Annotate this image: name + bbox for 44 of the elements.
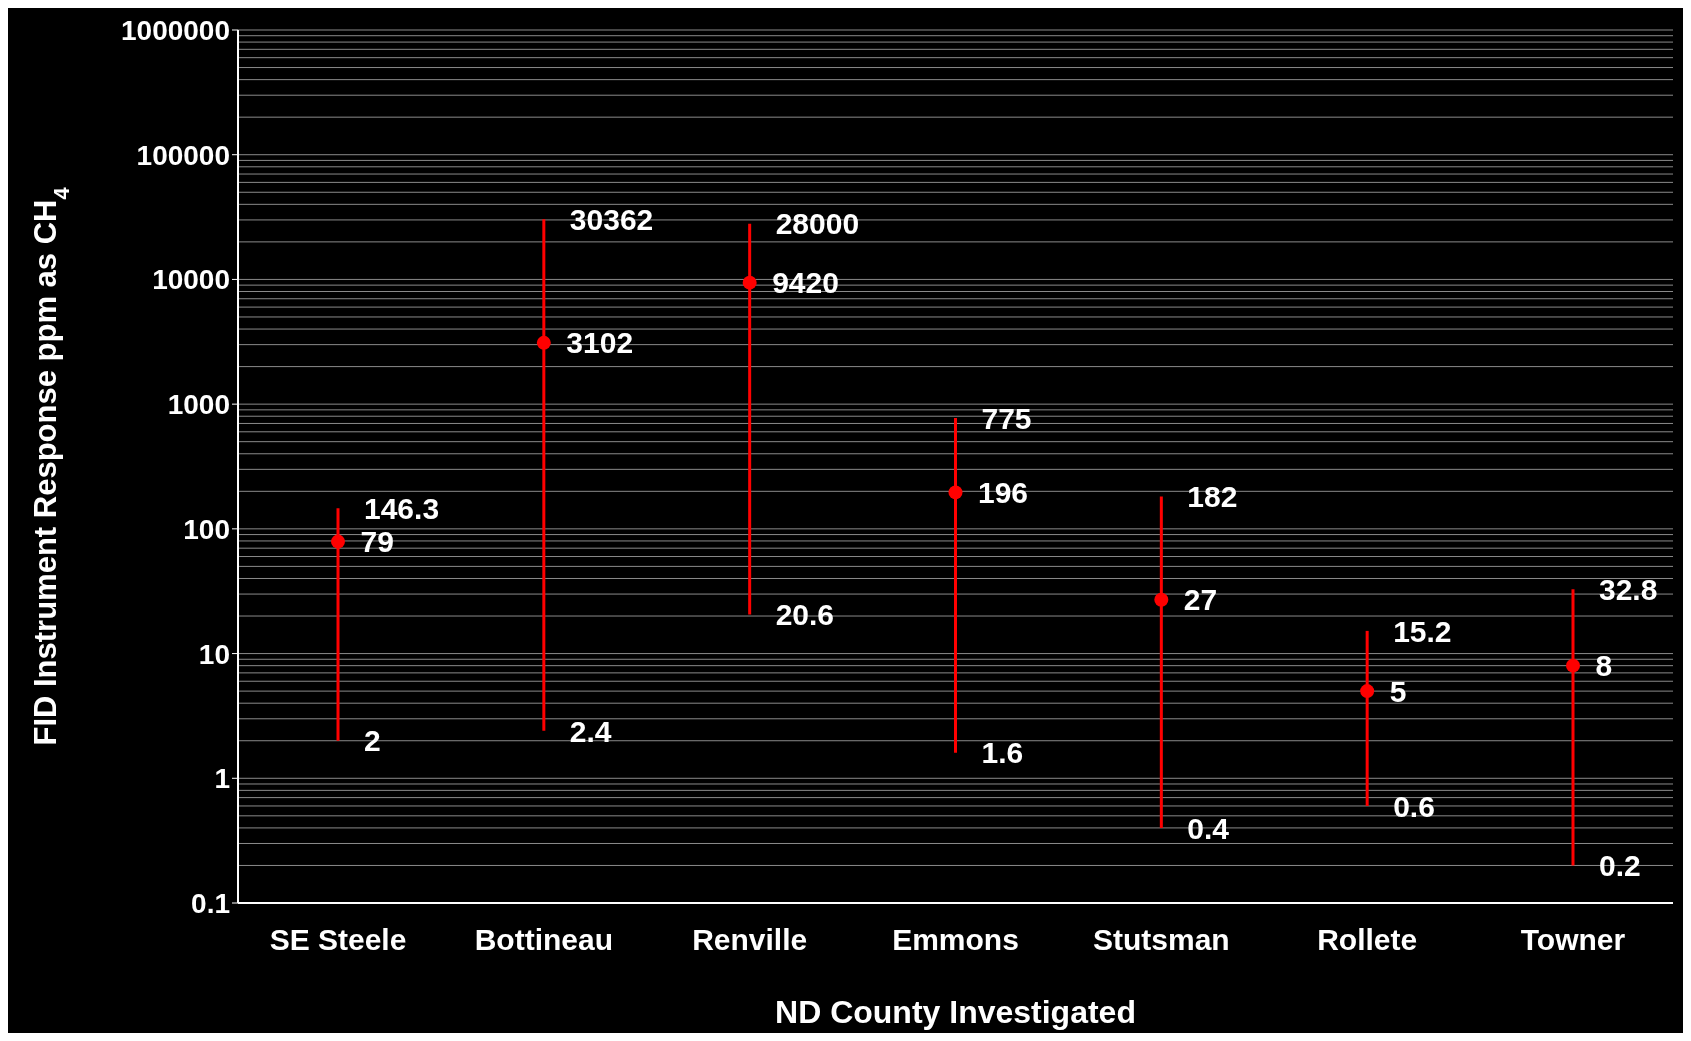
y-tick-label: 0.1 — [191, 887, 230, 919]
x-tick-label: Renville — [692, 923, 808, 957]
y-tick-label: 1000 — [167, 389, 230, 421]
x-tick-label: SE Steele — [269, 923, 407, 957]
data-label: 8 — [1595, 649, 1613, 683]
point — [331, 534, 345, 549]
y-tick-label: 1 — [214, 763, 230, 795]
data-label: 5 — [1389, 674, 1407, 708]
point — [948, 485, 963, 500]
annotation: 0.2 — [1599, 849, 1641, 883]
point — [1360, 684, 1375, 699]
data-label: 27 — [1183, 583, 1218, 617]
y-tick-label: 1000000 — [120, 14, 230, 46]
data-label: 3102 — [566, 326, 634, 360]
annotation: 2.4 — [569, 714, 612, 748]
annotation: 775 — [981, 401, 1032, 435]
annotation: 15.2 — [1393, 614, 1452, 648]
data-label: 196 — [978, 476, 1029, 510]
point — [536, 335, 551, 350]
point — [742, 275, 757, 290]
y-tick-label: 100000 — [136, 139, 230, 171]
annotation: 146.3 — [364, 491, 440, 525]
annotation: 182 — [1187, 480, 1238, 514]
annotation: 20.6 — [775, 598, 835, 632]
x-axis-title: ND County Investigated — [775, 994, 1136, 1030]
point — [1566, 658, 1580, 673]
y-tick-label: 100 — [183, 513, 230, 545]
annotation: 0.4 — [1187, 811, 1230, 845]
x-tick-label: Stutsman — [1092, 923, 1230, 957]
data-label: 79 — [360, 525, 394, 559]
data-label: 9420 — [772, 266, 839, 300]
x-tick-label: Towner — [1520, 923, 1626, 957]
y-tick-label: 10000 — [152, 264, 230, 296]
x-tick-label: Emmons — [892, 923, 1019, 957]
x-tick-label: Rollete — [1317, 923, 1418, 957]
annotation: 28000 — [775, 207, 860, 241]
annotation: 0.6 — [1393, 789, 1435, 823]
point — [1154, 592, 1169, 607]
x-tick-label: Bottineau — [474, 923, 613, 957]
annotation: 1.6 — [981, 736, 1024, 770]
annotation: 32.8 — [1599, 572, 1658, 606]
annotation: 2 — [364, 724, 381, 758]
y-tick-label: 10 — [198, 638, 230, 670]
annotation: 30362 — [569, 202, 654, 236]
